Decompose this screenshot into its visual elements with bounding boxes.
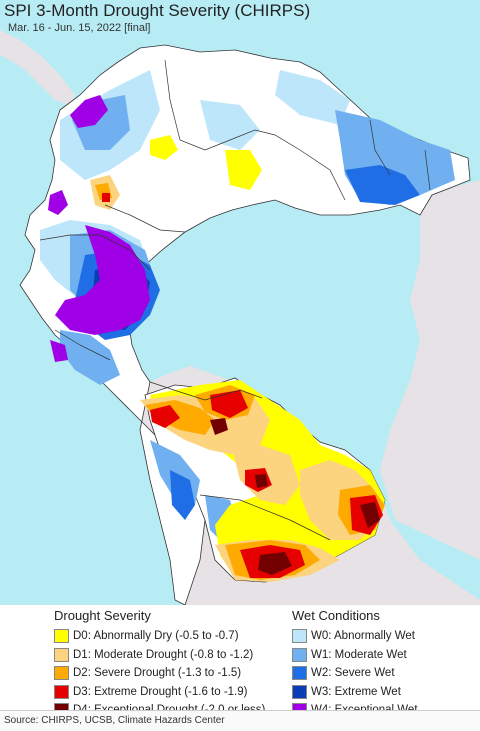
legend-swatch: [54, 629, 69, 644]
drought-areas: [90, 135, 385, 582]
source-text: Source: CHIRPS, UCSB, Climate Hazards Ce…: [4, 715, 225, 726]
legend-label: D2: Severe Drought (-1.3 to -1.5): [73, 667, 242, 680]
legend-item-w1: W1: Moderate Wet: [292, 646, 480, 665]
legend-swatch: [292, 647, 307, 662]
map-subtitle: Mar. 16 - Jun. 15, 2022 [final]: [8, 22, 151, 34]
legend-swatch: [292, 684, 307, 699]
exceptional-wet-areas: [48, 95, 150, 362]
legend-swatch: [292, 666, 307, 681]
legend-swatch: [54, 647, 69, 662]
source-footer: Source: CHIRPS, UCSB, Climate Hazards Ce…: [0, 710, 480, 731]
legend-item-w0: W0: Abnormally Wet: [292, 627, 480, 646]
land-outside-region-east: [380, 180, 480, 560]
legend-item-d2: D2: Severe Drought (-1.3 to -1.5): [54, 664, 294, 683]
drought-map: [0, 0, 480, 605]
wet-legend: Wet Conditions W0: Abnormally Wet W1: Mo…: [292, 608, 480, 720]
legend-item-w2: W2: Severe Wet: [292, 664, 480, 683]
legend-label: W3: Extreme Wet: [311, 685, 401, 698]
legend-swatch: [292, 629, 307, 644]
country-borders: [39, 59, 431, 541]
legend-swatch: [54, 684, 69, 699]
legend-label: D0: Abnormally Dry (-0.5 to -0.7): [73, 630, 239, 643]
legend-item-w3: W3: Extreme Wet: [292, 683, 480, 702]
wet-legend-heading: Wet Conditions: [292, 608, 380, 623]
legend-item-d3: D3: Extreme Drought (-1.6 to -1.9): [54, 683, 294, 702]
legend-swatch: [54, 666, 69, 681]
map-title: SPI 3-Month Drought Severity (CHIRPS): [4, 1, 311, 20]
legend-label: W1: Moderate Wet: [311, 648, 407, 661]
legend-label: W0: Abnormally Wet: [311, 630, 415, 643]
legend-label: D3: Extreme Drought (-1.6 to -1.9): [73, 685, 248, 698]
legend-label: W2: Severe Wet: [311, 667, 395, 680]
drought-legend-heading: Drought Severity: [54, 608, 151, 623]
land-central-america: [0, 30, 75, 105]
legend-item-d1: D1: Moderate Drought (-0.8 to -1.2): [54, 646, 294, 665]
legend-item-d0: D0: Abnormally Dry (-0.5 to -0.7): [54, 627, 294, 646]
drought-legend: Drought Severity D0: Abnormally Dry (-0.…: [54, 608, 294, 720]
legend-label: D1: Moderate Drought (-0.8 to -1.2): [73, 648, 254, 661]
